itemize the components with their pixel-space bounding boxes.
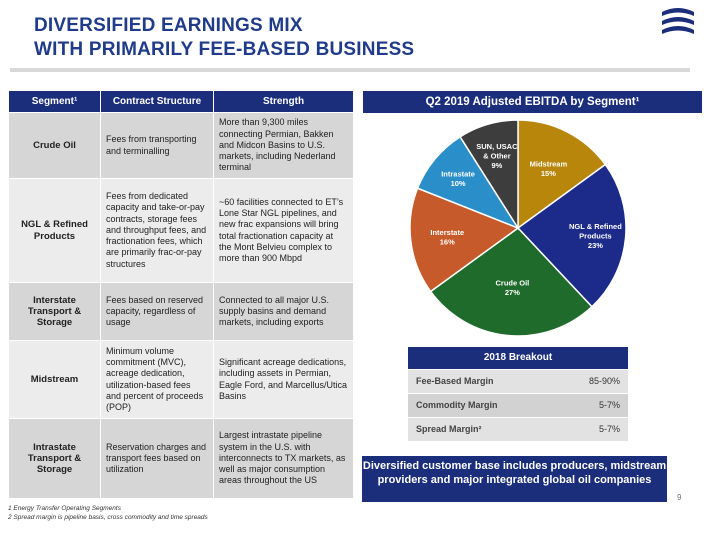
pie-slice-midstream — [517, 119, 607, 230]
slide-title: DIVERSIFIED EARNINGS MIX WITH PRIMARILY … — [34, 14, 594, 62]
table-row: NGL & Refined Products Fees from dedicat… — [8, 178, 354, 283]
table-row: Interstate Transport & Storage Fees base… — [8, 282, 354, 341]
pie-label: SUN, USAC & Other 9% — [476, 142, 518, 170]
pie-slice-sun-usac-other — [459, 119, 519, 231]
ebitda-pie-chart: Midstream 15% NGL & Refined Products 23% Crud… — [409, 119, 627, 337]
contract-structure: Minimum volume commitment (MVC), acreage… — [100, 340, 214, 419]
table-row: Intrastate Transport & Storage Reservati… — [8, 418, 354, 499]
strength: More than 9,300 miles connecting Permian… — [213, 112, 354, 179]
segment-table-header: Segment¹ Contract Structure Strength — [8, 90, 354, 113]
contract-structure: Reservation charges and transport fees b… — [100, 418, 214, 499]
breakout-value: 85-90% — [556, 368, 628, 393]
breakout-label: Fee-Based Margin — [408, 368, 557, 393]
table-row: Crude Oil Fees from transporting and ter… — [8, 112, 354, 179]
title-divider — [10, 68, 690, 72]
pie-slice-ngl-refined-products — [516, 163, 627, 308]
chart-title: Q2 2019 Adjusted EBITDA by Segment¹ — [363, 91, 702, 113]
strength: Largest intrastate pipeline system in th… — [213, 418, 354, 499]
slide-header: DIVERSIFIED EARNINGS MIX WITH PRIMARILY … — [0, 0, 710, 80]
segment-table: Segment¹ Contract Structure Strength Cru… — [8, 90, 354, 499]
footnote-2: 2 Spread margin is pipeline basis, cross… — [8, 513, 208, 521]
breakout-value: 5-7% — [556, 416, 628, 441]
pie-slice-crude-oil — [429, 227, 593, 337]
breakout-label: Commodity Margin — [408, 392, 557, 417]
callout-banner: Diversified customer base includes produ… — [362, 456, 667, 502]
contract-structure: Fees from dedicated capacity and take-or… — [100, 178, 214, 283]
breakout-table: 2018 Breakout Fee-Based Margin 85-90% Co… — [408, 347, 628, 441]
pie-label: Intrastate 10% — [441, 170, 475, 189]
contract-structure: Fees from transporting and terminalling — [100, 112, 214, 179]
table-row: Fee-Based Margin 85-90% — [408, 368, 628, 393]
pie-label: Crude Oil 27% — [496, 278, 530, 297]
header-segment: Segment¹ — [8, 90, 101, 113]
breakout-label: Spread Margin² — [408, 416, 557, 441]
header-contract-structure: Contract Structure — [100, 90, 214, 113]
pie-slice-interstate — [409, 187, 520, 293]
title-line-1: DIVERSIFIED EARNINGS MIX — [34, 15, 303, 36]
table-row: Midstream Minimum volume commitment (MVC… — [8, 340, 354, 419]
strength: ~60 facilities connected to ET’s Lone St… — [213, 178, 354, 283]
pie-label: Midstream 15% — [530, 160, 568, 179]
header-strength: Strength — [213, 90, 354, 113]
breakout-title: 2018 Breakout — [408, 347, 628, 369]
strength: Significant acreage dedications, includi… — [213, 340, 354, 419]
segment-name: Crude Oil — [8, 112, 101, 179]
footnote-1: 1 Energy Transfer Operating Segments — [8, 505, 121, 512]
energy-transfer-logo — [662, 8, 694, 34]
table-row: Commodity Margin 5-7% — [408, 392, 628, 417]
table-row: Spread Margin² 5-7% — [408, 416, 628, 441]
footnotes: 1 Energy Transfer Operating Segments 2 S… — [8, 505, 208, 522]
pie-label: Interstate 16% — [430, 228, 464, 247]
segment-name: Interstate Transport & Storage — [8, 282, 101, 341]
contract-structure: Fees based on reserved capacity, regardl… — [100, 282, 214, 341]
page-number: 9 — [677, 493, 682, 502]
breakout-value: 5-7% — [556, 392, 628, 417]
segment-name: NGL & Refined Products — [8, 178, 101, 283]
title-line-2: WITH PRIMARILY FEE-BASED BUSINESS — [34, 39, 415, 60]
pie-label: NGL & Refined Products 23% — [569, 222, 622, 250]
strength: Connected to all major U.S. supply basin… — [213, 282, 354, 341]
segment-name: Intrastate Transport & Storage — [8, 418, 101, 499]
segment-name: Midstream — [8, 340, 101, 419]
